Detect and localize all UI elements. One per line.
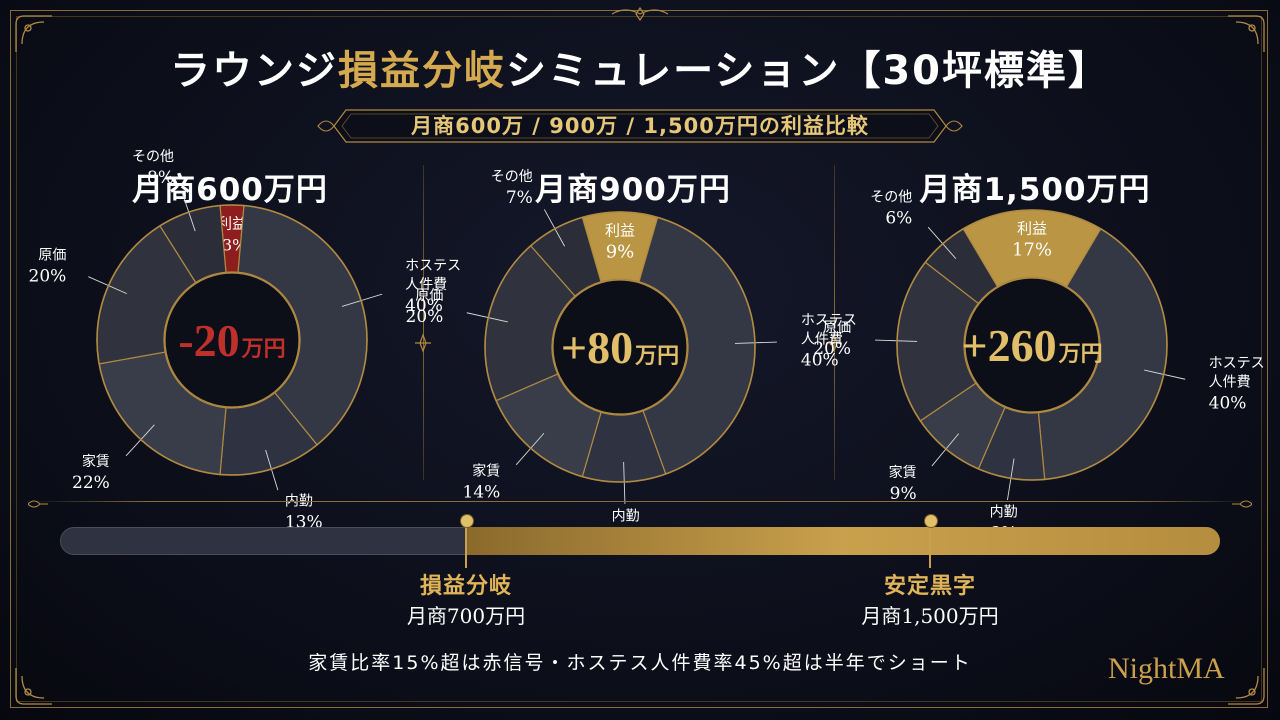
leader-line	[927, 226, 957, 260]
slice-label: 人件費	[801, 331, 843, 347]
milestone-revenue: 月商700万円	[406, 604, 526, 628]
leader-line	[265, 449, 279, 491]
donut-hole	[964, 277, 1100, 413]
donut-outline	[484, 211, 756, 483]
leader-line	[88, 276, 127, 295]
slice-value: 20%	[29, 267, 67, 287]
rule-ornament-icon	[1232, 495, 1253, 508]
milestone-dot	[924, 514, 938, 528]
slice-label: ホステス	[405, 258, 461, 274]
slice-label: 人件費	[405, 277, 447, 293]
slice-label: その他	[870, 190, 912, 206]
milestone-dot	[460, 514, 474, 528]
milestone-revenue: 月商1,500万円	[861, 604, 999, 628]
leader-line	[181, 191, 196, 232]
slice-label: ホステス	[801, 312, 857, 328]
title-highlight: 損益分岐	[337, 48, 506, 94]
subtitle-banner: 月商600万 / 900万 / 1,500万円の利益比較	[0, 106, 1280, 146]
slice-value: 9%	[890, 484, 917, 504]
slice-label: 家賃	[82, 453, 110, 470]
leader-line	[543, 209, 565, 247]
leader-line	[875, 339, 918, 342]
slice-value: 7%	[506, 188, 533, 208]
panel-title-600: 月商600万円	[132, 172, 328, 208]
center-profit-value: +260万円	[961, 320, 1102, 371]
center-profit-value: +80万円	[561, 322, 679, 373]
brand-logo: NightMA	[1108, 652, 1225, 685]
subtitle: 月商600万 / 900万 / 1,500万円の利益比較	[411, 114, 869, 138]
title-prefix: ラウンジ	[169, 48, 338, 94]
slice-label: 原価	[415, 288, 443, 304]
donut-outline	[896, 209, 1168, 481]
page-title: ラウンジ損益分岐シミュレーション【30坪標準】	[0, 38, 1280, 96]
rule-ornament-icon	[27, 495, 48, 508]
leader-line	[515, 432, 545, 466]
donut-hole	[552, 279, 688, 415]
slice-label: 家賃	[472, 462, 500, 479]
slice-value: 8%	[147, 168, 174, 188]
leader-line	[1144, 369, 1186, 380]
milestone-marker-line	[465, 520, 467, 568]
slice-label: その他	[491, 169, 533, 185]
slice-label: 原価	[823, 320, 851, 336]
top-ornament-icon	[610, 4, 670, 24]
slice-label: 内勤	[612, 508, 640, 524]
slice-value: 17%	[1012, 240, 1052, 261]
horizontal-rule	[28, 501, 1252, 502]
slice-label: 内勤	[990, 504, 1018, 520]
milestone-label: 安定黒字	[883, 574, 976, 599]
slice-value: 40%	[1209, 393, 1247, 413]
donut-hole	[164, 272, 300, 408]
divider-ornament-icon	[824, 333, 844, 353]
leader-line	[734, 341, 777, 344]
slice-value: 6%	[885, 209, 912, 229]
leader-line	[125, 424, 155, 457]
slice-label: ホステス	[1209, 355, 1265, 371]
slice-label: 利益	[217, 215, 247, 233]
milestone-label: 損益分岐	[419, 574, 512, 599]
divider-ornament-icon	[413, 333, 433, 353]
slice-value: 40%	[801, 350, 839, 370]
panel-title-1500: 月商1,500万円	[919, 172, 1151, 208]
slice-label: 人件費	[1209, 374, 1251, 390]
slice-value: 9%	[606, 242, 635, 263]
panel-divider	[423, 165, 424, 480]
slice-value: 20%	[813, 339, 851, 359]
slice-label: 原価	[38, 248, 66, 264]
slice-value: 20%	[406, 307, 444, 327]
slice-value: 14%	[463, 482, 501, 502]
milestone-marker-line	[929, 520, 931, 568]
leader-line	[623, 461, 626, 504]
center-profit-value: -20万円	[178, 315, 285, 366]
panel-title-900: 月商900万円	[535, 172, 731, 208]
slice-label: 利益	[1017, 220, 1047, 238]
slice-label: その他	[132, 149, 174, 165]
slice-value: 40%	[405, 296, 443, 316]
slice-label: 利益	[605, 222, 635, 240]
title-suffix: シミュレーション【30坪標準】	[505, 48, 1111, 94]
slice-value: 22%	[72, 473, 110, 493]
slice-label: 家賃	[889, 464, 917, 481]
leader-line	[931, 433, 960, 467]
warning-note: 家賃比率15%超は赤信号・ホステス人件費率45%超は半年でショート	[308, 652, 972, 674]
revenue-progress-fill	[466, 527, 1220, 555]
leader-line	[466, 312, 508, 323]
panel-divider	[834, 165, 835, 480]
leader-line	[341, 293, 383, 307]
donut-outline	[96, 204, 368, 476]
leader-line	[1006, 458, 1015, 501]
